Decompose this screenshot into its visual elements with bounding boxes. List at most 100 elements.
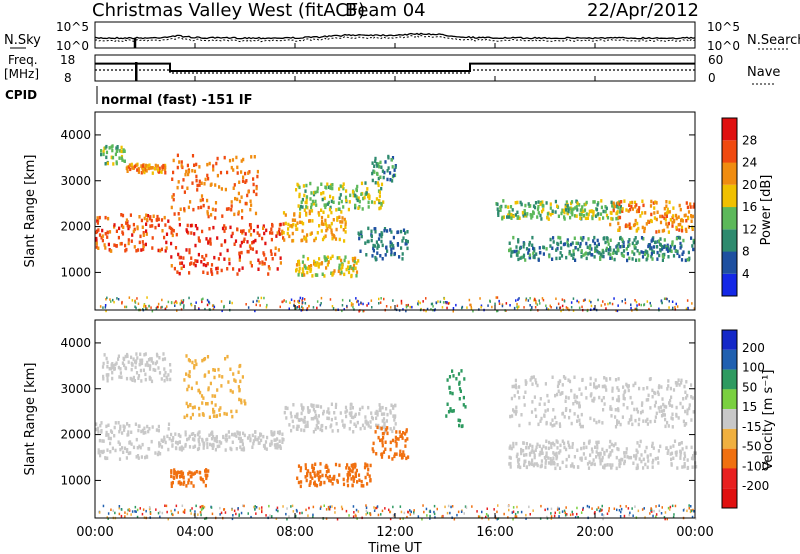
powerData-noise: [378, 297, 380, 301]
powerData-cell: [376, 246, 379, 250]
powerData-cell: [110, 249, 113, 253]
velData-noise: [613, 507, 616, 510]
velData-cell: [160, 377, 163, 381]
velData-cell: [189, 403, 192, 407]
powerData-cell: [612, 201, 615, 205]
velData-cell: [510, 446, 513, 451]
velocity-colorbar-tick-label: -50: [742, 440, 762, 454]
powerData-cell: [191, 169, 194, 173]
velData-cell: [445, 414, 448, 418]
powerData-cell: [271, 257, 274, 261]
powerData-cell: [316, 186, 319, 190]
nave-tick-bottom: 0: [708, 71, 716, 85]
velData-noise: [650, 507, 652, 510]
velData-cell: [238, 432, 241, 436]
powerData-cell: [348, 266, 351, 270]
powerData-cell: [164, 171, 167, 175]
velData-cell: [449, 407, 452, 411]
velData-cell: [165, 375, 168, 380]
velData-noise: [600, 509, 602, 512]
velData-cell: [631, 401, 634, 405]
powerData-cell: [100, 152, 103, 157]
velData-cell: [319, 462, 322, 466]
velData-cell: [105, 433, 108, 437]
velData-cell: [671, 425, 674, 429]
powerData-cell: [177, 180, 180, 184]
velData-cell: [553, 452, 556, 456]
powerData-cell: [154, 163, 157, 168]
powerData-noise: [616, 309, 619, 313]
velData-noise: [688, 507, 690, 510]
velocity-colorbar-swatch: [722, 448, 737, 469]
velData-cell: [210, 443, 214, 447]
powerData-noise: [609, 301, 611, 305]
powerData-cell: [210, 270, 213, 274]
velData-cell: [618, 460, 621, 465]
velData-cell: [259, 432, 263, 437]
velData-cell: [327, 416, 330, 421]
powerData-noise: [320, 302, 322, 305]
powerData-cell: [179, 207, 182, 211]
powerData-cell: [172, 197, 175, 202]
powerData-noise: [470, 305, 472, 309]
velData-cell: [385, 407, 388, 411]
velData-cell: [391, 438, 395, 443]
velData-cell: [130, 361, 133, 366]
powerData-cell: [582, 236, 585, 240]
powerData-cell: [157, 170, 160, 174]
velData-noise: [421, 518, 423, 521]
velData-cell: [676, 381, 679, 385]
powerData-noise: [578, 300, 580, 304]
velData-cell: [586, 462, 590, 466]
velData-cell: [172, 436, 175, 440]
velData-cell: [458, 418, 462, 423]
velData-noise: [546, 507, 549, 511]
velData-cell: [375, 452, 378, 456]
freq-tick-bottom: 8: [64, 71, 72, 85]
powerData-noise: [151, 309, 154, 313]
velData-noise: [199, 511, 202, 514]
powerData-cell: [261, 236, 264, 241]
powerData-cell: [639, 214, 642, 218]
powerData-cell: [580, 208, 583, 212]
powerData-cell: [560, 254, 564, 258]
powerData-cell: [157, 248, 160, 253]
powerData-cell: [145, 169, 148, 173]
powerData-cell: [316, 261, 319, 265]
velData-noise: [136, 515, 139, 519]
powerData-cell: [214, 183, 217, 187]
powerData-cell: [641, 255, 645, 259]
velData-cell: [354, 465, 357, 469]
velData-cell: [214, 448, 217, 452]
velData-cell: [529, 378, 532, 382]
velData-noise: [417, 515, 420, 518]
velData-noise: [569, 513, 572, 517]
powerData-noise: [182, 299, 185, 302]
powerData-cell: [212, 164, 215, 168]
velData-cell: [114, 421, 117, 425]
velData-cell: [105, 356, 108, 361]
powerData-cell: [686, 257, 689, 262]
velData-cell: [328, 411, 331, 415]
powerData-cell: [594, 249, 597, 253]
powerData-noise: [534, 298, 536, 301]
velData-cell: [686, 458, 689, 462]
powerData-cell: [690, 219, 693, 223]
velData-cell: [576, 414, 580, 419]
powerData-cell: [612, 206, 615, 211]
powerData-cell: [299, 220, 302, 224]
powerData-noise: [565, 306, 568, 309]
velData-cell: [276, 430, 280, 435]
velData-cell: [564, 376, 567, 380]
velData-cell: [278, 444, 281, 448]
powerData-cell: [674, 213, 678, 218]
powerData-cell: [336, 256, 339, 260]
velData-cell: [212, 410, 215, 414]
powerData-cell: [101, 234, 104, 238]
powerData-noise: [583, 299, 585, 302]
powerData-cell: [302, 221, 305, 226]
velData-cell: [316, 473, 319, 477]
powerData-noise: [223, 304, 225, 308]
velYTicks-tick-label: 2000: [60, 428, 91, 442]
velData-cell: [175, 446, 178, 451]
